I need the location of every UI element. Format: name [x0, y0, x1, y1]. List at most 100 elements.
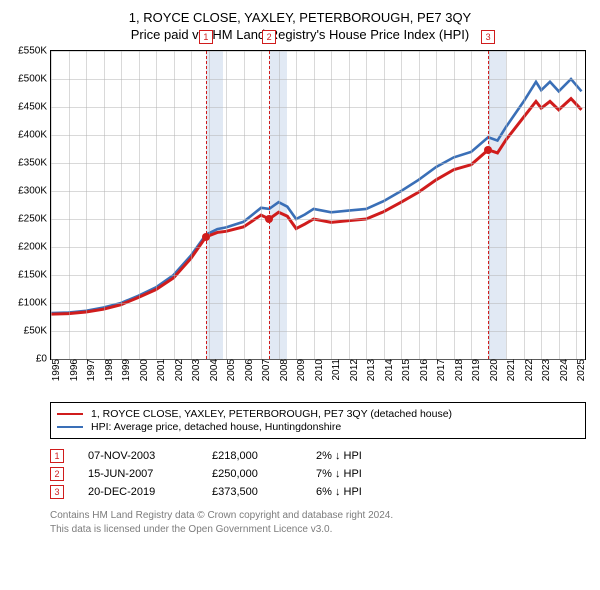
x-axis-label: 2000	[135, 359, 150, 381]
gridline-h	[51, 163, 585, 164]
x-axis-label: 2017	[432, 359, 447, 381]
gridline-h	[51, 79, 585, 80]
gridline-v	[349, 51, 350, 359]
legend-swatch-property	[57, 413, 83, 415]
y-axis-label: £300K	[18, 186, 51, 197]
x-axis-label: 2011	[327, 359, 342, 381]
y-axis-label: £400K	[18, 130, 51, 141]
gridline-h	[51, 135, 585, 136]
marker-label: 3	[481, 30, 495, 44]
y-axis-label: £200K	[18, 242, 51, 253]
series-hpi	[51, 79, 581, 313]
gridline-h	[51, 51, 585, 52]
x-axis-label: 2024	[555, 359, 570, 381]
sale-diff: 2% ↓ HPI	[316, 450, 396, 462]
marker-label: 1	[199, 30, 213, 44]
footer-line: Contains HM Land Registry data © Crown c…	[50, 509, 592, 523]
gridline-v	[401, 51, 402, 359]
marker-label: 2	[262, 30, 276, 44]
gridline-h	[51, 247, 585, 248]
x-axis-label: 2022	[520, 359, 535, 381]
chart-container: 1, ROYCE CLOSE, YAXLEY, PETERBOROUGH, PE…	[8, 10, 592, 536]
gridline-v	[191, 51, 192, 359]
gridline-v	[366, 51, 367, 359]
sale-marker: 2	[50, 467, 64, 481]
x-axis-label: 2006	[240, 359, 255, 381]
sale-date: 15-JUN-2007	[88, 468, 188, 480]
gridline-h	[51, 275, 585, 276]
table-row: 3 20-DEC-2019 £373,500 6% ↓ HPI	[50, 485, 592, 499]
footer-line: This data is licensed under the Open Gov…	[50, 523, 592, 537]
gridline-h	[51, 331, 585, 332]
gridline-h	[51, 219, 585, 220]
marker-line	[488, 51, 489, 359]
x-axis-label: 2020	[485, 359, 500, 381]
legend: 1, ROYCE CLOSE, YAXLEY, PETERBOROUGH, PE…	[50, 402, 586, 439]
title-main: 1, ROYCE CLOSE, YAXLEY, PETERBOROUGH, PE…	[8, 10, 592, 25]
gridline-v	[139, 51, 140, 359]
gridline-v	[226, 51, 227, 359]
sale-price: £373,500	[212, 486, 292, 498]
sale-price: £218,000	[212, 450, 292, 462]
sale-marker: 3	[50, 485, 64, 499]
y-axis-label: £550K	[18, 46, 51, 57]
plot-inner: £0£50K£100K£150K£200K£250K£300K£350K£400…	[50, 50, 586, 360]
gridline-v	[419, 51, 420, 359]
gridline-v	[384, 51, 385, 359]
gridline-v	[156, 51, 157, 359]
legend-label: 1, ROYCE CLOSE, YAXLEY, PETERBOROUGH, PE…	[91, 408, 452, 420]
y-axis-label: £100K	[18, 298, 51, 309]
gridline-v	[541, 51, 542, 359]
sales-table: 1 07-NOV-2003 £218,000 2% ↓ HPI 2 15-JUN…	[50, 449, 592, 499]
table-row: 1 07-NOV-2003 £218,000 2% ↓ HPI	[50, 449, 592, 463]
x-axis-label: 1995	[47, 359, 62, 381]
gridline-v	[454, 51, 455, 359]
gridline-v	[524, 51, 525, 359]
gridline-v	[331, 51, 332, 359]
gridline-v	[576, 51, 577, 359]
sale-diff: 7% ↓ HPI	[316, 468, 396, 480]
gridline-v	[209, 51, 210, 359]
y-axis-label: £450K	[18, 102, 51, 113]
y-axis-label: £350K	[18, 158, 51, 169]
gridline-h	[51, 107, 585, 108]
x-axis-label: 2018	[450, 359, 465, 381]
title-sub: Price paid vs. HM Land Registry's House …	[8, 27, 592, 42]
x-axis-label: 2010	[310, 359, 325, 381]
x-axis-label: 2015	[397, 359, 412, 381]
x-axis-label: 2005	[222, 359, 237, 381]
gridline-v	[559, 51, 560, 359]
gridline-v	[51, 51, 52, 359]
gridline-v	[471, 51, 472, 359]
chart-titles: 1, ROYCE CLOSE, YAXLEY, PETERBOROUGH, PE…	[8, 10, 592, 42]
gridline-v	[86, 51, 87, 359]
sale-diff: 6% ↓ HPI	[316, 486, 396, 498]
line-svg	[51, 51, 585, 359]
x-axis-label: 2009	[292, 359, 307, 381]
legend-label: HPI: Average price, detached house, Hunt…	[91, 421, 341, 433]
x-axis-label: 2025	[572, 359, 587, 381]
x-axis-label: 2016	[415, 359, 430, 381]
x-axis-label: 2023	[537, 359, 552, 381]
legend-item-hpi: HPI: Average price, detached house, Hunt…	[57, 421, 579, 433]
x-axis-label: 1998	[100, 359, 115, 381]
gridline-v	[244, 51, 245, 359]
x-axis-label: 1997	[82, 359, 97, 381]
x-axis-label: 2007	[257, 359, 272, 381]
gridline-v	[314, 51, 315, 359]
sale-date: 07-NOV-2003	[88, 450, 188, 462]
y-axis-label: £250K	[18, 214, 51, 225]
gridline-v	[261, 51, 262, 359]
marker-line	[206, 51, 207, 359]
sale-price: £250,000	[212, 468, 292, 480]
series-property	[51, 99, 581, 315]
marker-dot	[202, 233, 210, 241]
x-axis-label: 2012	[345, 359, 360, 381]
sale-marker: 1	[50, 449, 64, 463]
x-axis-label: 2001	[152, 359, 167, 381]
x-axis-label: 1996	[65, 359, 80, 381]
marker-dot	[484, 146, 492, 154]
sale-date: 20-DEC-2019	[88, 486, 188, 498]
plot-area: £0£50K£100K£150K£200K£250K£300K£350K£400…	[50, 50, 586, 360]
x-axis-label: 2019	[467, 359, 482, 381]
